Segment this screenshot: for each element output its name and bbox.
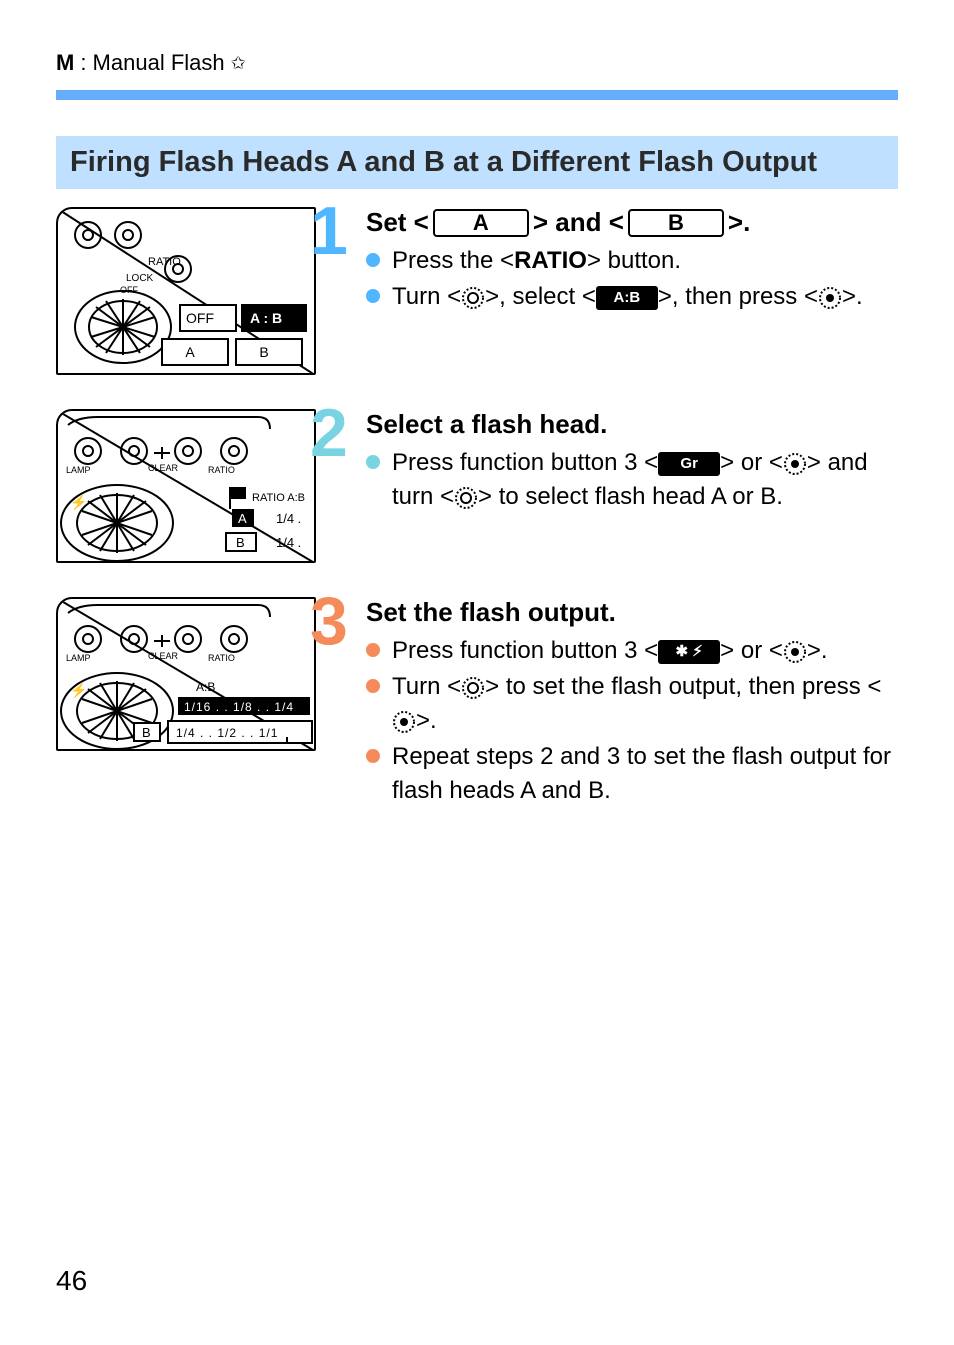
bullet-item: Turn <> to set the flash output, then pr… [366,670,898,738]
header-rule [56,90,898,100]
svg-text:1/16 . . 1/8 . . 1/4: 1/16 . . 1/8 . . 1/4 [184,700,294,714]
step-number-1: 1 [310,197,348,265]
page-number: 46 [56,1265,87,1297]
bullet-item: Turn <>, select <A:B>, then press <>. [366,280,898,314]
svg-text:A: A [185,344,195,360]
step-1-bullets: Press the <RATIO> button.Turn <>, select… [366,244,898,314]
bullet-item: Press function button 3 <Gr> or <> and t… [366,446,898,514]
bullet-dot-icon [366,289,380,303]
mode-letter: M [56,50,74,76]
step-number-2: 2 [310,399,348,467]
step-2-thumbnail: CLEAR LAMP RATIO [56,409,336,563]
step-3-bullets: Press function button 3 <✱ ⚡︎> or <>.Tur… [366,634,898,808]
bullet-dot-icon [366,749,380,763]
bullet-dot-icon [366,643,380,657]
svg-text:LOCK: LOCK [126,273,154,284]
bullet-dot-icon [366,253,380,267]
svg-text:B: B [259,344,268,360]
svg-text:RATIO: RATIO [208,653,235,663]
svg-text:A: A [238,511,247,526]
step-3: CLEAR LAMP RATIO [56,597,898,810]
dial-dot-icon [783,637,807,664]
svg-text:LAMP: LAMP [66,653,91,663]
svg-text:A:B: A:B [196,680,215,694]
svg-text:CLEAR: CLEAR [148,651,179,661]
bullet-item: Repeat steps 2 and 3 to set the flash ou… [366,740,898,808]
dial-dot-icon [783,449,807,476]
svg-text:⚡: ⚡ [70,682,87,699]
step-number-3: 3 [310,587,348,655]
step-1-thumbnail: RATIO LOCK OFF [56,207,336,375]
svg-text:RATIO: RATIO [148,256,181,268]
svg-text:1/4 .: 1/4 . [276,511,301,526]
header-label: : Manual Flash [80,50,224,76]
dial-dot-icon [818,283,842,310]
svg-text:OFF: OFF [120,285,138,295]
svg-text:OFF: OFF [186,310,214,326]
step-2: CLEAR LAMP RATIO [56,409,898,563]
section-title: Firing Flash Heads A and B at a Differen… [56,136,898,189]
svg-text:A : B: A : B [250,310,282,326]
dial-ring-icon [461,283,485,310]
svg-text:⚡: ⚡ [70,494,87,511]
bullet-dot-icon [366,679,380,693]
svg-text:1/4 .: 1/4 . [276,535,301,550]
svg-text:LAMP: LAMP [66,465,91,475]
black-chip: A:B [596,286,658,310]
dial-ring-icon [461,673,485,700]
bold-text: RATIO [514,247,587,274]
step-2-title: Select a flash head. [366,409,898,440]
svg-text:CLEAR: CLEAR [148,463,179,473]
dial-dot-icon [392,707,416,734]
svg-text:1/4 . . 1/2 . . 1/1: 1/4 . . 1/2 . . 1/1 [176,726,278,740]
star-icon: ✩ [231,53,246,74]
svg-text:RATIO: RATIO [208,465,235,475]
black-chip: Gr [658,452,720,476]
bullet-dot-icon [366,455,380,469]
svg-text:B: B [236,535,245,550]
keycap-b: B [628,209,724,237]
keycap-a: A [433,209,529,237]
step-3-title: Set the flash output. [366,597,898,628]
svg-text:B: B [142,725,151,740]
step-2-bullets: Press function button 3 <Gr> or <> and t… [366,446,898,514]
step-3-thumbnail: CLEAR LAMP RATIO [56,597,336,751]
bullet-item: Press the <RATIO> button. [366,244,898,278]
bullet-item: Press function button 3 <✱ ⚡︎> or <>. [366,634,898,668]
step-1: RATIO LOCK OFF [56,207,898,375]
dial-ring-icon [454,483,478,510]
black-chip: ✱ ⚡︎ [658,640,720,664]
page-header: M : Manual Flash ✩ [56,50,898,84]
step-1-title: Set < A > and < B >. [366,207,898,238]
svg-text:RATIO A:B: RATIO A:B [252,492,305,504]
